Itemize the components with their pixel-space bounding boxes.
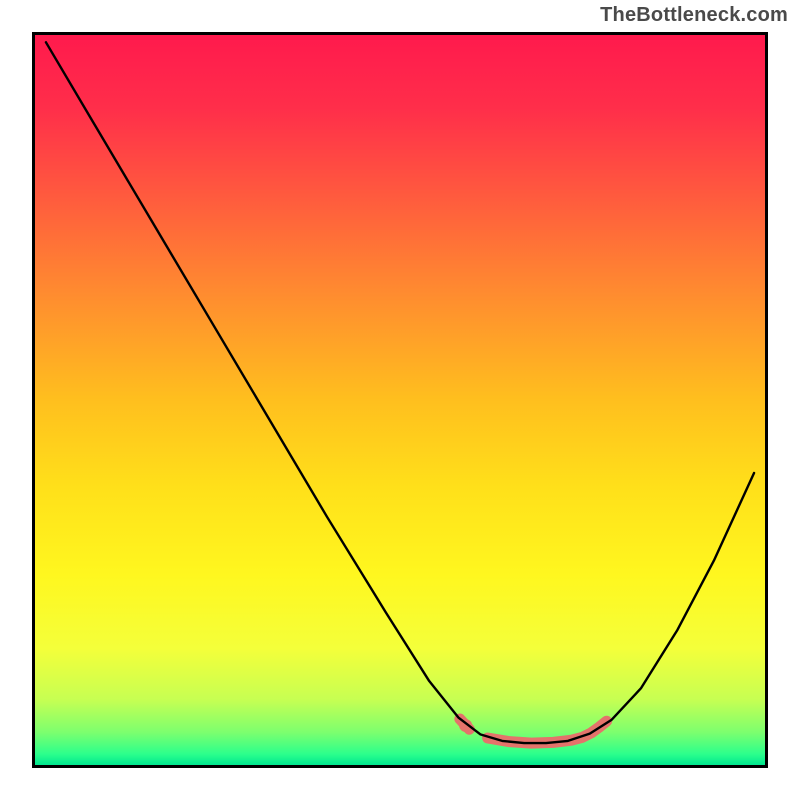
gradient-background — [35, 35, 765, 765]
plot-area — [35, 35, 765, 765]
watermark-text: TheBottleneck.com — [600, 4, 788, 27]
plot-frame — [32, 32, 768, 768]
chart-svg — [35, 35, 765, 765]
chart-stage: TheBottleneck.com — [0, 0, 800, 800]
